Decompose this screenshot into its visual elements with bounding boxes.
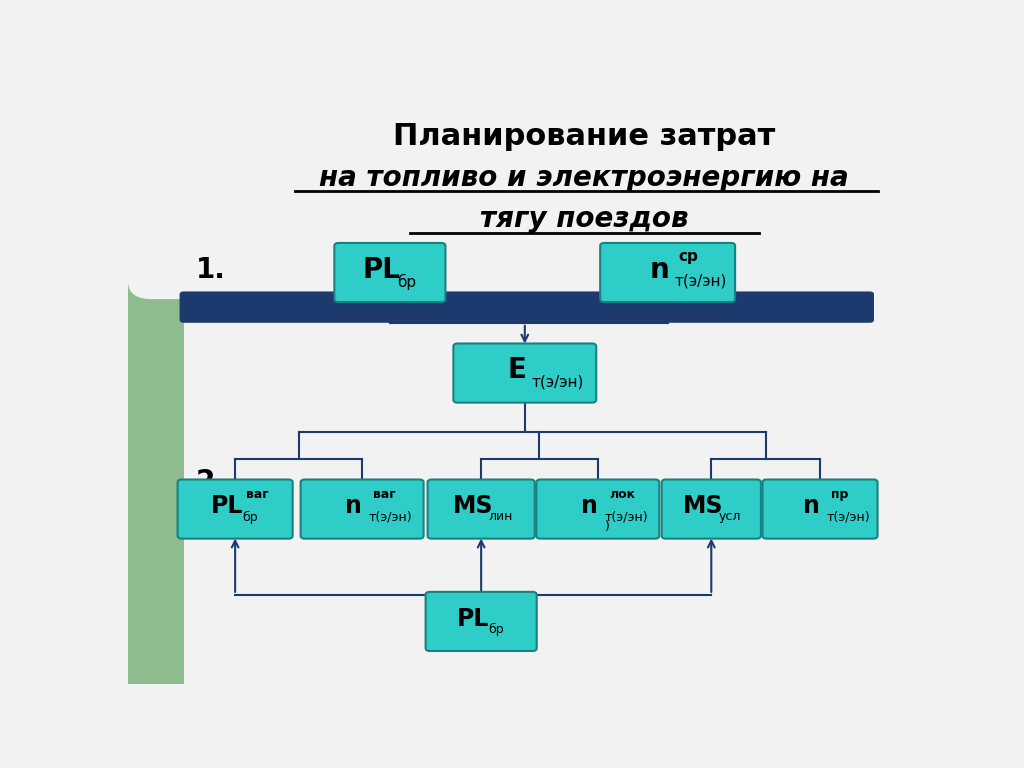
Text: т(э/эн): т(э/эн) <box>605 511 648 524</box>
Bar <box>128 92 183 684</box>
Text: E: E <box>507 356 526 384</box>
Text: т(э/эн): т(э/эн) <box>369 511 413 524</box>
FancyBboxPatch shape <box>128 74 231 299</box>
FancyBboxPatch shape <box>428 479 535 538</box>
FancyBboxPatch shape <box>662 479 761 538</box>
Text: n: n <box>581 495 598 518</box>
FancyBboxPatch shape <box>454 343 596 402</box>
FancyBboxPatch shape <box>426 592 537 651</box>
FancyBboxPatch shape <box>600 243 735 302</box>
FancyBboxPatch shape <box>177 479 293 538</box>
FancyBboxPatch shape <box>301 479 424 538</box>
Text: усл: усл <box>718 511 740 524</box>
Text: PL: PL <box>457 607 489 631</box>
Text: PL: PL <box>211 495 243 518</box>
FancyBboxPatch shape <box>179 291 873 323</box>
Text: 2.: 2. <box>196 468 225 496</box>
Text: ваг: ваг <box>373 488 396 501</box>
FancyBboxPatch shape <box>763 479 878 538</box>
Text: лок: лок <box>609 488 635 501</box>
Text: бр: бр <box>488 623 504 636</box>
Text: ваг: ваг <box>246 488 269 501</box>
Text: бр: бр <box>242 511 258 524</box>
Text: т(э/эн): т(э/эн) <box>531 375 584 389</box>
Text: бр: бр <box>397 274 416 290</box>
Text: 1.: 1. <box>196 256 225 283</box>
Text: ср: ср <box>679 249 698 264</box>
Text: PL: PL <box>362 256 400 283</box>
Text: ): ) <box>605 520 609 533</box>
Text: MS: MS <box>683 495 723 518</box>
Text: n: n <box>649 256 670 283</box>
Text: тягу поездов: тягу поездов <box>480 205 688 233</box>
Text: n: n <box>345 495 362 518</box>
Text: лин: лин <box>488 511 512 524</box>
Text: на топливо и электроэнергию на: на топливо и электроэнергию на <box>319 164 849 192</box>
Text: пр: пр <box>831 488 849 501</box>
Text: Планирование затрат: Планирование затрат <box>393 122 775 151</box>
Text: n: n <box>803 495 820 518</box>
FancyBboxPatch shape <box>334 243 445 302</box>
Text: т(э/эн): т(э/эн) <box>675 274 727 289</box>
Text: т(э/эн): т(э/эн) <box>827 511 870 524</box>
FancyBboxPatch shape <box>537 479 659 538</box>
Text: MS: MS <box>453 495 494 518</box>
